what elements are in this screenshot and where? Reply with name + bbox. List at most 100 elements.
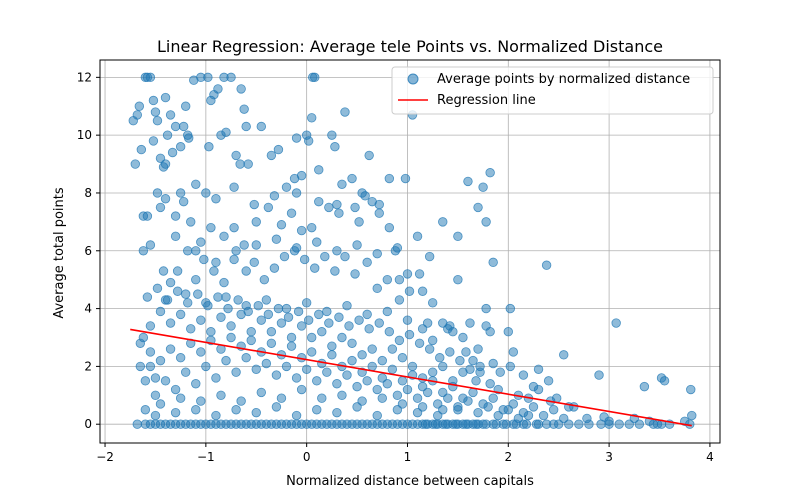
scatter-point xyxy=(538,410,549,421)
scatter-point xyxy=(160,376,171,386)
scatter-point xyxy=(256,419,267,429)
scatter-point xyxy=(441,419,451,429)
scatter-point xyxy=(483,402,493,412)
scatter-point xyxy=(296,384,307,395)
scatter-point xyxy=(165,318,176,328)
y-tick-label: 4 xyxy=(84,302,92,316)
legend-label-line: Regression line xyxy=(437,93,536,108)
scatter-point xyxy=(219,277,229,288)
scatter-point xyxy=(451,419,461,429)
scatter-point xyxy=(201,361,211,372)
scatter-point xyxy=(488,358,498,369)
scatter-point xyxy=(422,387,433,398)
scatter-point xyxy=(307,347,317,357)
scatter-point xyxy=(453,405,463,415)
scatter-point xyxy=(478,182,488,192)
scatter-point xyxy=(172,286,183,296)
scatter-point xyxy=(235,159,245,169)
scatter-point xyxy=(400,173,411,184)
scatter-point xyxy=(170,231,181,242)
scatter-point xyxy=(160,194,171,204)
scatter-point xyxy=(414,269,425,279)
scatter-point xyxy=(387,419,398,429)
scatter-point xyxy=(471,376,481,386)
scatter-point xyxy=(594,370,604,380)
scatter-point xyxy=(140,405,151,415)
scatter-point xyxy=(165,110,176,120)
scatter-point xyxy=(152,116,163,126)
scatter-point xyxy=(261,358,272,369)
scatter-point xyxy=(508,347,519,357)
scatter-point xyxy=(226,72,236,83)
scatter-point xyxy=(150,373,161,383)
scatter-point xyxy=(158,266,169,276)
scatter-point xyxy=(357,396,367,406)
scatter-point xyxy=(332,379,342,389)
scatter-point xyxy=(216,312,226,322)
x-tick-label: 0 xyxy=(303,450,311,464)
scatter-point xyxy=(155,419,166,429)
scatter-point xyxy=(251,364,261,374)
scatter-point xyxy=(347,338,357,348)
scatter-point xyxy=(138,246,149,256)
scatter-point xyxy=(458,332,468,343)
scatter-point xyxy=(559,350,569,360)
scatter-point xyxy=(135,361,146,372)
scatter-point xyxy=(281,303,292,314)
scatter-point xyxy=(299,254,310,265)
scatter-point xyxy=(249,199,259,210)
scatter-point xyxy=(241,353,251,363)
scatter-point xyxy=(435,353,445,363)
scatter-point xyxy=(271,402,282,412)
scatter-point xyxy=(231,405,241,415)
scatter-point xyxy=(384,222,395,233)
scatter-point xyxy=(196,347,206,357)
scatter-point xyxy=(148,136,159,146)
scatter-point xyxy=(130,159,140,169)
scatter-point xyxy=(175,419,186,429)
scatter-point xyxy=(286,332,297,343)
scatter-point xyxy=(281,361,292,372)
scatter-point xyxy=(293,306,304,317)
scatter-point xyxy=(229,254,239,265)
scatter-point xyxy=(132,110,143,120)
scatter-point xyxy=(142,211,153,221)
scatter-point xyxy=(266,338,277,348)
scatter-point xyxy=(263,202,274,213)
scatter-point xyxy=(531,419,542,429)
scatter-point xyxy=(273,144,284,155)
y-tick-label: 2 xyxy=(84,359,92,373)
scatter-point xyxy=(352,381,362,392)
scatter-point xyxy=(374,208,384,218)
scatter-point xyxy=(206,327,216,337)
scatter-point xyxy=(269,191,280,201)
scatter-point xyxy=(382,274,393,285)
scatter-point xyxy=(468,355,478,366)
scatter-point xyxy=(251,217,261,227)
scatter-point xyxy=(382,379,393,389)
scatter-point xyxy=(372,248,382,259)
scatter-point xyxy=(229,182,239,192)
scatter-point xyxy=(271,234,282,244)
scatter-point xyxy=(402,315,413,325)
scatter-point xyxy=(312,376,322,386)
scatter-point xyxy=(320,251,330,262)
scatter-point xyxy=(226,321,236,331)
scatter-point xyxy=(463,176,473,187)
y-tick-label: 10 xyxy=(77,128,92,142)
scatter-point xyxy=(337,419,347,429)
scatter-point xyxy=(196,315,206,325)
scatter-point xyxy=(206,95,216,106)
scatter-point xyxy=(246,335,256,346)
scatter-point xyxy=(404,286,415,296)
scatter-point xyxy=(397,376,408,386)
scatter-point xyxy=(364,150,374,161)
scatter-point xyxy=(352,240,362,250)
scatter-point xyxy=(639,381,650,392)
scatter-point xyxy=(241,121,251,132)
scatter-point xyxy=(493,410,503,421)
y-tick-label: 0 xyxy=(84,417,92,431)
scatter-point xyxy=(443,393,453,403)
scatter-point xyxy=(229,222,239,233)
scatter-point xyxy=(485,379,495,389)
